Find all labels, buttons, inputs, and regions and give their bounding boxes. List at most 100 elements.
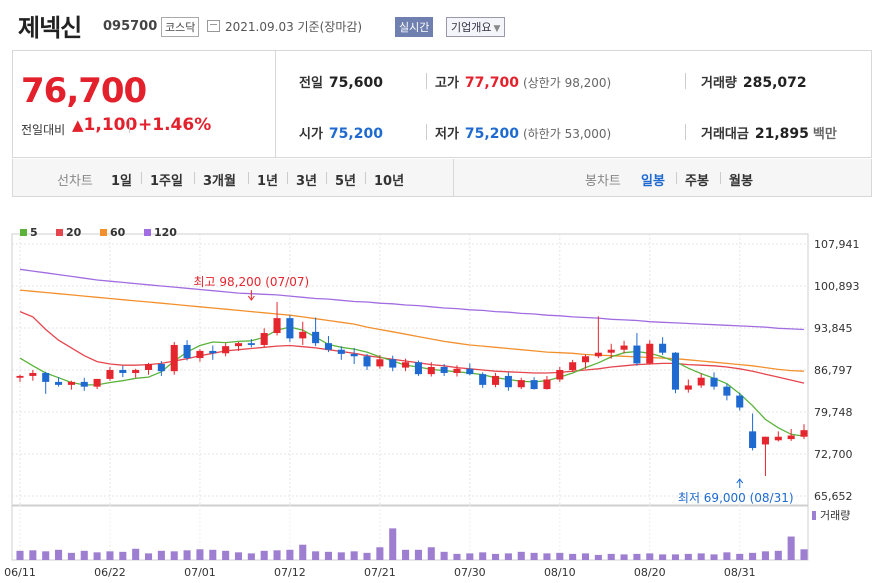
candle — [479, 374, 487, 385]
company-overview-label: 기업개요 — [451, 21, 492, 34]
tab-10y[interactable]: 10년 — [374, 174, 405, 189]
x-tick-label: 08/31 — [724, 566, 756, 579]
lower-limit: (하한가 53,000) — [522, 127, 612, 141]
low-price-label: 저가 — [435, 127, 459, 142]
candle — [646, 343, 654, 364]
candle — [749, 431, 757, 449]
legend-swatch — [20, 229, 27, 236]
realtime-button[interactable]: 실시간 — [395, 17, 434, 37]
volume-bar — [80, 550, 88, 560]
legend-swatch — [144, 229, 151, 236]
upper-limit: (상한가 98,200) — [522, 76, 612, 90]
volume-bar — [106, 551, 114, 560]
x-tick-label: 08/20 — [634, 566, 666, 579]
volume-bar — [363, 552, 371, 560]
high-price-value: 77,700 — [464, 75, 519, 91]
volume-bar — [440, 551, 448, 560]
calendar-icon — [207, 20, 220, 32]
volume-bar — [260, 550, 268, 560]
low-price-value: 75,200 — [464, 126, 519, 142]
volume-bar — [723, 552, 731, 560]
candle — [594, 352, 602, 357]
tab-1d[interactable]: 1일 — [111, 174, 133, 189]
divider — [365, 172, 366, 184]
volume-bar — [427, 547, 435, 560]
candle-chart-caption: 봉차트 — [585, 174, 621, 189]
volume-bar — [273, 550, 281, 560]
candle — [761, 436, 769, 445]
volume-bar — [581, 553, 590, 560]
tab-daily[interactable]: 일봉 — [641, 174, 665, 189]
y-tick-label: 72,700 — [814, 448, 853, 461]
trade-amount: 거래대금 21,895 백만 — [701, 123, 837, 142]
price-chart[interactable]: 107,941 100,893 93,845 86,797 79,748 72,700 65… — [0, 200, 873, 583]
candle — [492, 375, 500, 385]
divider — [326, 172, 327, 184]
x-tick-label: 08/10 — [544, 566, 576, 579]
volume-bar — [569, 553, 577, 560]
candle — [16, 375, 24, 378]
tab-1w[interactable]: 1주일 — [150, 174, 183, 189]
volume-bar — [93, 552, 101, 560]
chevron-down-icon: ▼ — [493, 24, 501, 34]
candle — [286, 318, 294, 339]
volume-bar — [543, 553, 551, 560]
volume-bar — [119, 551, 127, 560]
candle — [132, 369, 140, 373]
tab-1y[interactable]: 1년 — [257, 174, 279, 189]
candle — [659, 343, 667, 353]
volume-bar — [209, 549, 217, 560]
candle — [697, 377, 705, 386]
tab-monthly[interactable]: 월봉 — [729, 174, 753, 189]
candle — [787, 435, 795, 440]
candle — [273, 318, 281, 334]
tab-weekly[interactable]: 주봉 — [685, 174, 709, 189]
y-tick-label: 93,845 — [814, 322, 853, 335]
divider — [426, 124, 427, 140]
volume-bar — [132, 548, 140, 560]
candle — [337, 349, 345, 354]
candle — [29, 372, 37, 376]
candle — [402, 362, 410, 368]
candle — [144, 364, 153, 370]
tab-3y[interactable]: 3년 — [296, 174, 318, 189]
candle — [543, 379, 551, 390]
tab-3m[interactable]: 3개월 — [203, 174, 236, 189]
prev-close-value: 75,600 — [328, 75, 383, 91]
candle — [800, 430, 808, 437]
high-annotation: 최고 98,200 (07/07) — [194, 275, 310, 289]
trade-amount-value: 21,895 — [754, 126, 809, 142]
candle — [581, 356, 590, 363]
candle — [80, 381, 88, 387]
volume-bar — [337, 552, 345, 560]
volume-bar — [646, 553, 654, 560]
volume-bar — [556, 552, 564, 560]
legend-swatch — [100, 229, 107, 236]
volume-bar — [29, 550, 37, 560]
volume-bar — [196, 549, 204, 560]
volume-bar — [247, 553, 255, 560]
candle — [376, 359, 384, 367]
candle — [196, 350, 204, 359]
company-overview-dropdown[interactable]: 기업개요 ▼ — [446, 17, 506, 37]
x-tick-label: 07/30 — [454, 566, 486, 579]
volume-bar — [170, 551, 178, 560]
candle — [736, 395, 744, 408]
volume-bar — [389, 528, 397, 560]
candle — [93, 378, 101, 387]
volume-bar — [466, 553, 474, 560]
candle — [389, 359, 397, 368]
change-amount-value: 1,100 — [83, 115, 138, 135]
tab-5y[interactable]: 5년 — [335, 174, 357, 189]
volume-bar — [312, 551, 320, 560]
line-chart-tabs: 선차트 1일 1주일 3개월 1년 3년 5년 10년 — [13, 159, 454, 196]
candle — [234, 343, 243, 347]
volume-legend-swatch — [812, 511, 816, 520]
price-summary: 76,700 전일대비 ▲1,100 +1.46% 전일 75,600 시가 75,… — [12, 50, 872, 158]
stock-header: 제넥신 095700 코스닥 2021.09.03 기준(장마감) 실시간 기업… — [0, 0, 873, 44]
x-tick-label: 07/01 — [184, 566, 216, 579]
volume-bar — [222, 550, 230, 560]
legend-label: 5 — [30, 226, 38, 239]
candle — [260, 333, 268, 345]
volume-bar — [787, 536, 795, 560]
